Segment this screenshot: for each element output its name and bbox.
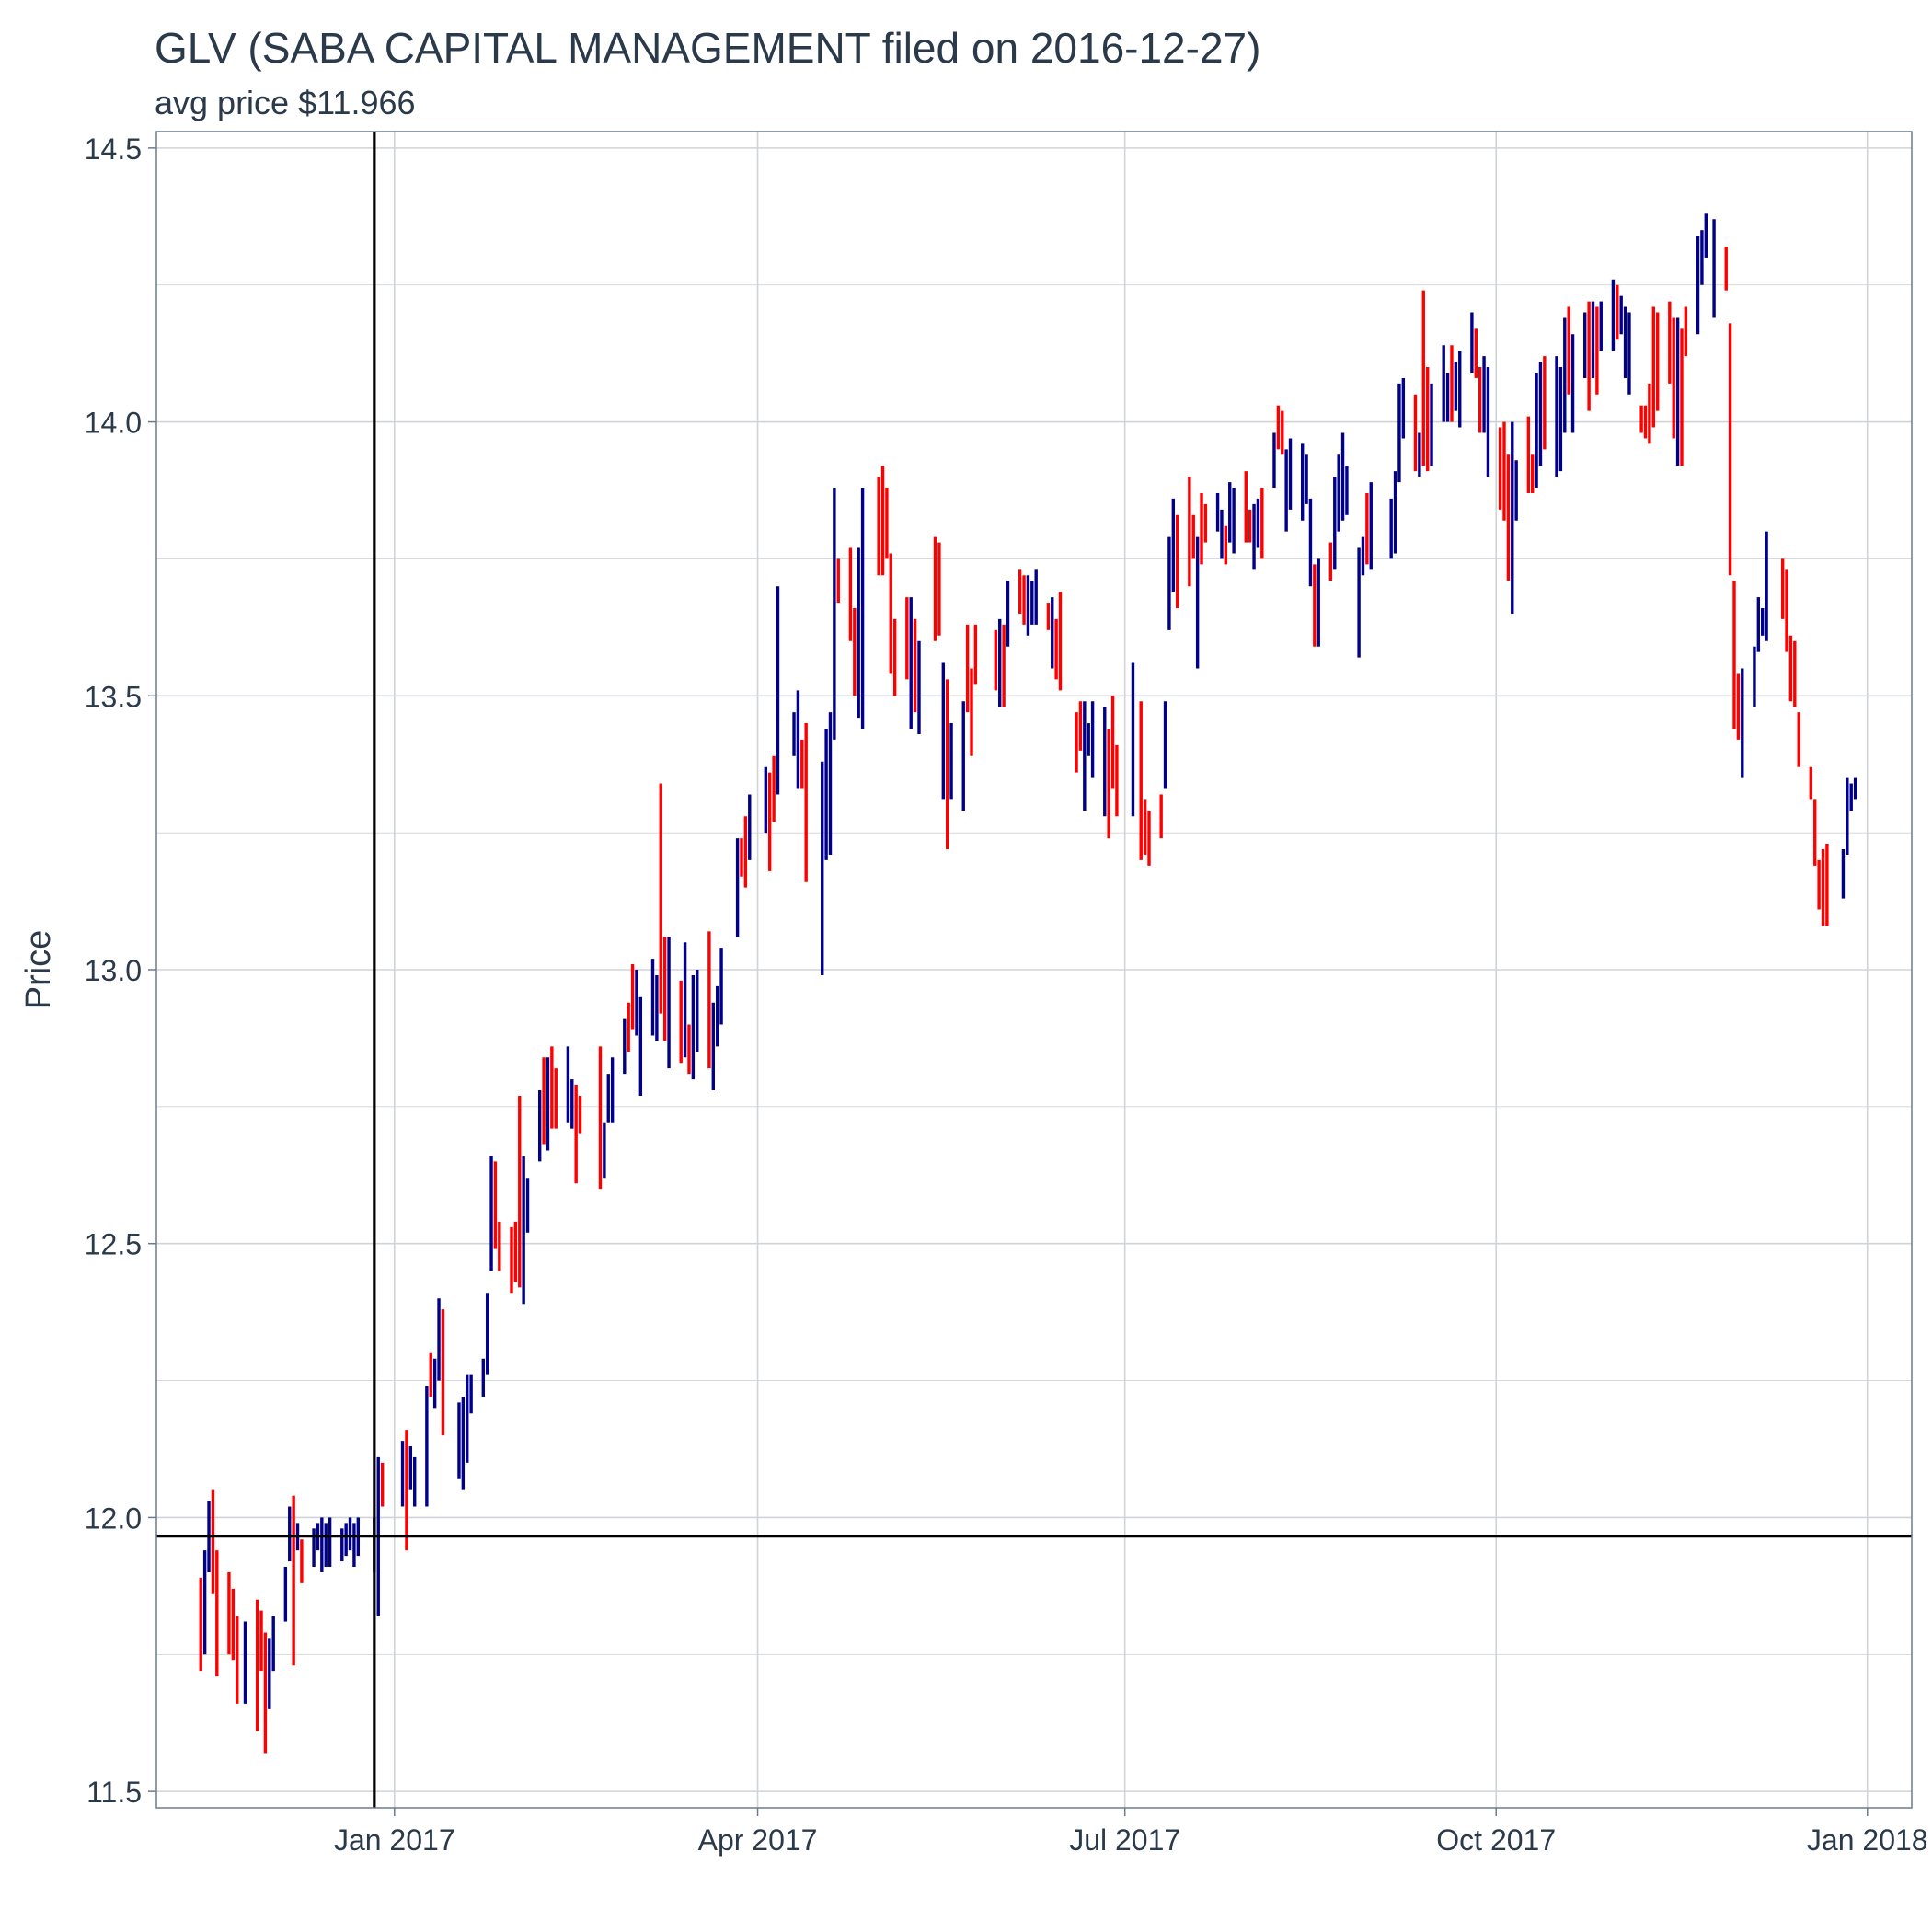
y-tick-label: 14.5	[85, 132, 142, 166]
reference-lines	[156, 132, 1912, 1808]
price-bars	[199, 213, 1857, 1754]
x-tick-label: Jan 2018	[1807, 1823, 1928, 1857]
chart-subtitle: avg price $11.966	[155, 84, 416, 121]
x-axis: Jan 2017 Apr 2017 Jul 2017 Oct 2017 Jan 2018	[334, 1808, 1928, 1857]
x-tick-label: Jan 2017	[334, 1823, 455, 1857]
y-tick-label: 14.0	[85, 407, 142, 440]
x-tick-label: Oct 2017	[1436, 1823, 1556, 1857]
y-tick-label: 13.0	[85, 954, 142, 987]
x-tick-label: Jul 2017	[1069, 1823, 1180, 1857]
y-axis-label: Price	[19, 930, 58, 1010]
y-tick-label: 11.5	[86, 1776, 142, 1809]
chart-title: GLV (SABA CAPITAL MANAGEMENT filed on 20…	[155, 24, 1260, 72]
y-axis: 11.5 12.0 12.5 13.0 13.5 14.0 14.5	[85, 132, 156, 1809]
y-tick-label: 13.5	[85, 680, 142, 713]
grid-lines	[156, 132, 1912, 1808]
x-tick-label: Apr 2017	[698, 1823, 818, 1857]
y-tick-label: 12.5	[85, 1228, 142, 1261]
y-tick-label: 12.0	[85, 1501, 142, 1535]
